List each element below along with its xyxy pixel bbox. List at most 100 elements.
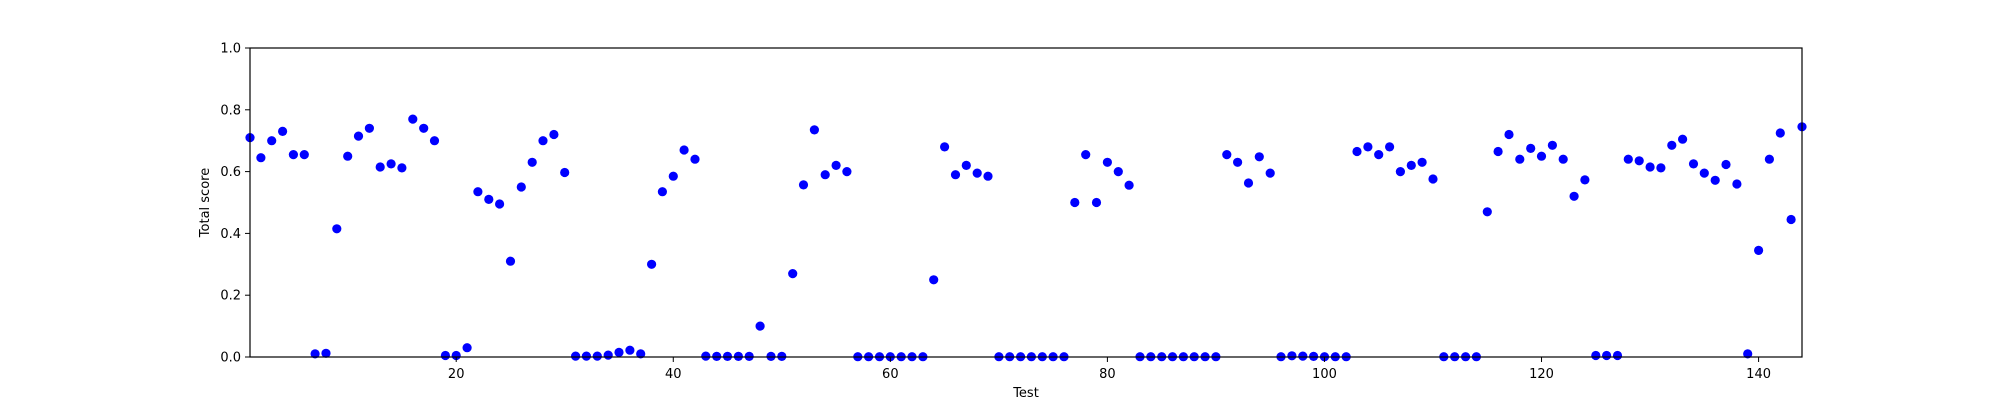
data-point bbox=[1699, 168, 1709, 178]
data-points bbox=[245, 114, 1807, 362]
data-point bbox=[364, 123, 374, 133]
data-point bbox=[343, 151, 353, 161]
data-point bbox=[451, 350, 461, 361]
data-point bbox=[549, 129, 559, 140]
x-tick-label: 120 bbox=[1529, 367, 1554, 382]
data-point bbox=[484, 194, 494, 204]
data-point bbox=[1504, 129, 1514, 140]
data-point bbox=[473, 187, 483, 197]
data-point bbox=[1732, 179, 1742, 189]
data-point bbox=[1124, 180, 1134, 190]
data-point bbox=[397, 163, 407, 173]
data-point bbox=[1634, 156, 1644, 166]
y-tick-label: 0.8 bbox=[220, 103, 241, 118]
data-point bbox=[1374, 150, 1384, 160]
data-point bbox=[375, 162, 385, 172]
data-point bbox=[321, 348, 331, 358]
data-point bbox=[1352, 146, 1362, 157]
data-point bbox=[1656, 163, 1666, 173]
data-point bbox=[288, 150, 298, 160]
data-point bbox=[462, 343, 472, 353]
y-tick-label: 0.2 bbox=[220, 289, 241, 304]
y-tick-label: 0.4 bbox=[220, 227, 241, 242]
data-point bbox=[950, 170, 961, 180]
data-point bbox=[1254, 152, 1264, 162]
data-point bbox=[929, 275, 939, 285]
data-point bbox=[538, 136, 548, 146]
y-tick-label: 0.6 bbox=[220, 165, 241, 180]
data-point bbox=[1591, 350, 1601, 361]
data-point bbox=[1569, 191, 1579, 201]
data-point bbox=[668, 171, 678, 181]
data-point bbox=[1667, 140, 1677, 150]
data-point bbox=[755, 321, 765, 331]
y-axis-label: Total score bbox=[198, 168, 213, 238]
data-point bbox=[1482, 207, 1492, 217]
data-point bbox=[267, 136, 277, 146]
data-point bbox=[1265, 168, 1275, 178]
data-point bbox=[1775, 128, 1785, 138]
data-point bbox=[1081, 150, 1091, 160]
data-point bbox=[1710, 175, 1720, 185]
x-tick-label: 80 bbox=[1099, 367, 1116, 382]
data-point bbox=[972, 168, 982, 178]
data-point bbox=[1515, 154, 1525, 164]
data-point bbox=[603, 350, 613, 360]
data-point bbox=[560, 167, 570, 178]
data-point bbox=[1602, 350, 1612, 361]
data-point bbox=[1580, 175, 1590, 185]
data-point bbox=[961, 160, 971, 170]
x-tick-label: 100 bbox=[1312, 367, 1337, 382]
data-point bbox=[419, 123, 429, 133]
data-point bbox=[440, 350, 450, 361]
x-tick-label: 20 bbox=[448, 367, 465, 382]
y-tick-label: 1.0 bbox=[220, 42, 241, 57]
data-point bbox=[679, 145, 689, 155]
data-point bbox=[386, 159, 396, 169]
data-point bbox=[1428, 174, 1438, 184]
data-point bbox=[788, 269, 798, 279]
data-point bbox=[1786, 214, 1796, 225]
data-point bbox=[1678, 134, 1688, 144]
data-point bbox=[1526, 143, 1536, 153]
plot-frame bbox=[249, 47, 1803, 358]
data-point bbox=[1493, 146, 1503, 157]
data-point bbox=[940, 142, 950, 152]
data-point bbox=[429, 136, 440, 146]
data-point bbox=[820, 170, 830, 180]
data-point bbox=[1743, 349, 1753, 359]
data-point bbox=[1764, 154, 1774, 164]
data-point bbox=[1417, 157, 1427, 167]
data-point bbox=[527, 157, 537, 167]
data-point bbox=[625, 345, 635, 355]
data-point bbox=[1547, 140, 1557, 150]
data-point bbox=[1222, 150, 1232, 160]
data-point bbox=[701, 351, 711, 361]
data-point bbox=[299, 150, 309, 160]
data-point bbox=[1363, 142, 1373, 152]
data-point bbox=[636, 349, 646, 359]
data-point bbox=[1243, 178, 1254, 188]
data-point bbox=[1623, 154, 1633, 164]
data-point bbox=[571, 351, 581, 361]
x-tick-label: 140 bbox=[1746, 367, 1771, 382]
data-point bbox=[332, 224, 342, 234]
data-point bbox=[505, 256, 516, 266]
data-point bbox=[831, 160, 841, 170]
data-point bbox=[1287, 351, 1297, 361]
data-point bbox=[1113, 167, 1123, 177]
x-axis-label: Test bbox=[1012, 386, 1039, 400]
data-point bbox=[408, 114, 418, 124]
data-point bbox=[690, 154, 700, 164]
data-point bbox=[495, 199, 505, 209]
data-point bbox=[1233, 157, 1243, 167]
data-point bbox=[614, 347, 624, 357]
data-point bbox=[353, 131, 364, 141]
data-point bbox=[657, 187, 668, 197]
data-point bbox=[581, 351, 592, 361]
data-point bbox=[798, 180, 809, 190]
data-point bbox=[809, 125, 820, 135]
data-point bbox=[1102, 157, 1112, 167]
y-axis-ticks: 0.0 0.2 0.4 0.6 0.8 1.0 bbox=[220, 42, 250, 366]
